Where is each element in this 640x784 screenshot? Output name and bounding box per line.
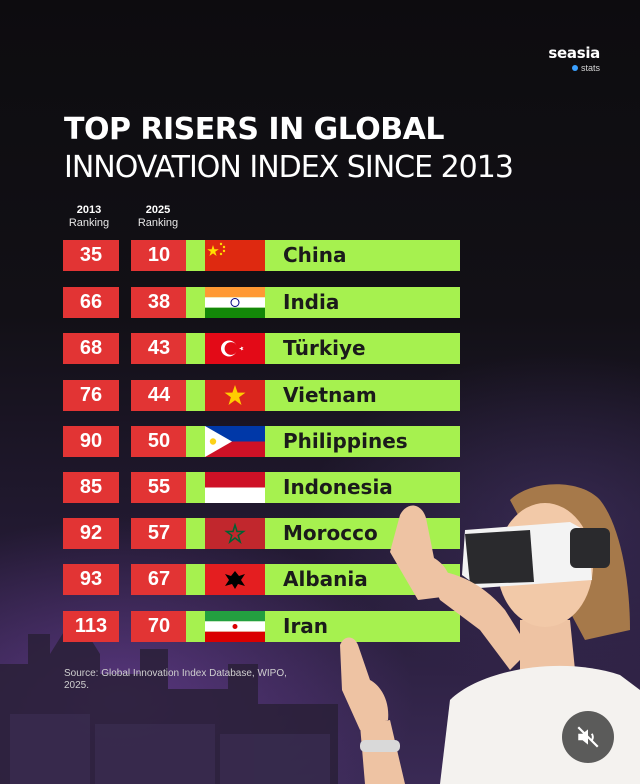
table-row: 90 50 Philippines (0, 426, 470, 457)
country-name: Türkiye (283, 336, 366, 360)
brand-subtitle: stats (548, 63, 600, 73)
title-line-2: INNOVATION INDEX SINCE 2013 (64, 150, 514, 185)
table-row: 93 67 Albania (0, 564, 470, 595)
brand-dot-icon (571, 65, 578, 71)
india-flag-icon (205, 287, 265, 318)
rank-2025-value: 43 (131, 333, 187, 364)
speaker-muted-icon (577, 726, 599, 748)
city-skyline-image (0, 614, 338, 784)
rank-2013-value: 66 (63, 287, 119, 318)
mute-button[interactable] (562, 711, 614, 763)
rank-2025-value: 44 (131, 380, 187, 411)
rank-2025-value: 55 (131, 472, 187, 503)
vietnam-flag-icon (205, 380, 265, 411)
rank-2025-value: 50 (131, 426, 187, 457)
albania-flag-icon (205, 564, 265, 595)
rank-2025-value: 67 (131, 564, 187, 595)
column-header-2013-label: Ranking (68, 217, 110, 229)
rank-2013-value: 90 (63, 426, 119, 457)
rank-2013-value: 85 (63, 472, 119, 503)
philippines-flag-icon (205, 426, 265, 457)
table-row: 66 38 India (0, 287, 470, 318)
table-row: 35 10 China (0, 240, 470, 271)
rank-2013-value: 68 (63, 333, 119, 364)
country-name: Iran (283, 614, 329, 638)
column-header-2013-year: 2013 (76, 204, 102, 216)
rank-2025-value: 70 (131, 611, 187, 642)
rank-2013-value: 76 (63, 380, 119, 411)
rank-2025-value: 38 (131, 287, 187, 318)
source-note: Source: Global Innovation Index Database… (64, 668, 287, 691)
woman-with-vr-headset-image (340, 484, 640, 784)
rank-2025-value: 57 (131, 518, 187, 549)
brand-name: seasia (548, 44, 600, 62)
column-header-2025-label: Ranking (137, 217, 179, 229)
column-header-2013: 2013 Ranking (62, 204, 116, 230)
country-name: China (283, 243, 347, 267)
brand-logo: seasia stats (548, 44, 600, 73)
rank-2013-value: 113 (63, 611, 119, 642)
table-row: 85 55 Indonesia (0, 472, 470, 503)
title-line-1: TOP RISERS IN GLOBAL (64, 112, 445, 147)
country-name: India (283, 290, 340, 314)
table-row: 68 43 Türkiye (0, 333, 470, 364)
rank-2013-value: 93 (63, 564, 119, 595)
table-row: 113 70 Iran (0, 611, 470, 642)
country-name: Morocco (283, 521, 378, 545)
column-header-2025-year: 2025 (145, 204, 171, 216)
column-header-2025: 2025 Ranking (131, 204, 185, 230)
turkiye-flag-icon (205, 333, 265, 364)
rank-2013-value: 92 (63, 518, 119, 549)
iran-flag-icon (205, 611, 265, 642)
rank-2025-value: 10 (131, 240, 187, 271)
morocco-flag-icon (205, 518, 265, 549)
brand-sub-label: stats (580, 63, 600, 73)
indonesia-flag-icon (205, 472, 265, 503)
table-row: 76 44 Vietnam (0, 380, 470, 411)
country-name: Indonesia (283, 475, 393, 499)
rank-2013-value: 35 (63, 240, 119, 271)
china-flag-icon (205, 240, 265, 271)
country-name: Philippines (283, 429, 408, 453)
country-name: Albania (283, 567, 368, 591)
country-name: Vietnam (283, 383, 377, 407)
